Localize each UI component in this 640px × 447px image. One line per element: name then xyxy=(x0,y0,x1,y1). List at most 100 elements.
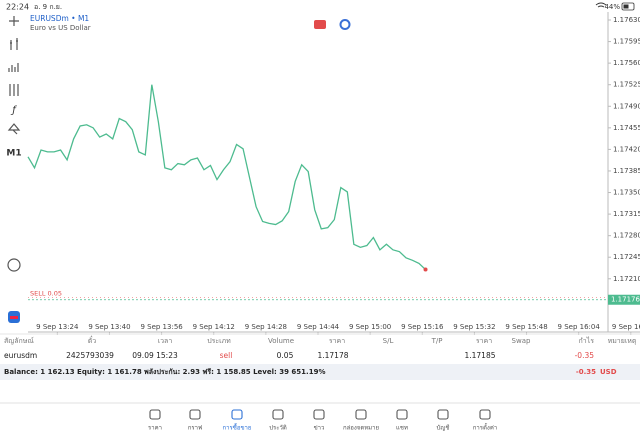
column-header: Swap xyxy=(512,337,531,345)
nav-label: ข่าว xyxy=(314,425,325,432)
y-tick-label: 1.17385 xyxy=(613,167,640,175)
battery-level: 44% xyxy=(604,3,620,11)
x-tick-label: 9 Sep 13:40 xyxy=(88,323,130,331)
order-label: SELL 0.05 xyxy=(30,290,62,298)
nav-label: กราฟ xyxy=(188,425,202,432)
nav-icon xyxy=(355,409,367,420)
timeframe[interactable]: M1 xyxy=(6,149,21,159)
x-tick-label: 9 Sep 14:12 xyxy=(193,323,235,331)
cell-volume: 0.05 xyxy=(277,351,294,360)
left-toolbar: ƒ M1 xyxy=(6,16,22,323)
cell-ticket: 2425793039 xyxy=(66,351,114,360)
column-header: Volume xyxy=(268,337,294,345)
cell-symbol: eurusdm xyxy=(4,351,37,360)
battery-fill xyxy=(623,4,629,9)
nav-tab[interactable]: การตั้งค่า xyxy=(473,409,497,432)
nav-tab[interactable]: กล่องจดหมาย xyxy=(343,409,379,432)
nav-tab[interactable]: บัญชี xyxy=(437,409,450,432)
column-header: ราคา xyxy=(329,337,345,345)
nav-tab[interactable]: ราคา xyxy=(148,409,162,432)
y-tick-label: 1.17595 xyxy=(613,38,640,46)
wifi-icon xyxy=(595,2,607,8)
chart-subtitle: Euro vs US Dollar xyxy=(30,24,91,32)
y-tick-label: 1.17560 xyxy=(613,59,640,67)
nav-icon xyxy=(231,409,243,420)
function-tool[interactable]: ƒ xyxy=(10,105,17,116)
y-tick-label: 1.17420 xyxy=(613,145,640,153)
y-tick-label: 1.17315 xyxy=(613,210,640,218)
x-tick-label: 9 Sep 15:16 xyxy=(401,323,444,331)
nav-tab[interactable]: ประวัติ xyxy=(269,409,287,432)
nav-icon xyxy=(396,409,408,420)
settings-tool[interactable] xyxy=(9,84,19,96)
sell-button[interactable] xyxy=(314,20,326,29)
nav-label: การตั้งค่า xyxy=(473,422,497,432)
account-summary: Balance: 1 162.13 Equity: 1 161.78 พลังป… xyxy=(4,368,325,376)
buy-button[interactable] xyxy=(339,19,351,30)
summary-currency: USD xyxy=(600,368,617,376)
column-header: กำไร xyxy=(579,336,595,345)
cell-profit: -0.35 xyxy=(575,351,595,360)
nav-tab[interactable]: กราฟ xyxy=(188,409,202,432)
column-header: ตั๋ว xyxy=(88,336,97,345)
one-click-trading-bar xyxy=(10,316,18,319)
nav-tab[interactable]: การซื้อขาย xyxy=(223,409,252,432)
y-tick-label: 1.17245 xyxy=(613,253,640,261)
current-price-box xyxy=(608,294,640,305)
status-time: 22:24 xyxy=(6,3,29,12)
x-tick-label: 9 Sep 16:04 xyxy=(558,323,601,331)
x-tick-label: 9 Sep 15:48 xyxy=(505,323,547,331)
objects-tool[interactable] xyxy=(7,123,21,135)
column-header: สัญลักษณ์ xyxy=(4,337,34,345)
y-tick-label: 1.17280 xyxy=(613,232,640,240)
positions-table: สัญลักษณ์ ตั๋ว เวลา ประเภท Volume ราคา S/L T/P ร… xyxy=(4,336,637,360)
y-tick-label: 1.17210 xyxy=(613,275,640,283)
indicators-tool[interactable] xyxy=(8,63,19,72)
last-price-dot xyxy=(423,267,428,272)
column-header: ราคา xyxy=(476,337,492,345)
status-date: อ. 9 ก.ย. xyxy=(34,3,62,11)
y-tick-label: 1.17525 xyxy=(613,81,640,89)
nav-label: ราคา xyxy=(148,425,162,432)
crosshair-tool[interactable] xyxy=(9,16,19,26)
nav-icon xyxy=(479,409,491,420)
summary-background xyxy=(0,364,640,380)
y-tick-label: 1.17350 xyxy=(613,189,640,197)
plot-area: 1.17630 1.17595 1.17560 1.17525 1.17490 1.174… xyxy=(27,16,640,335)
cell-price: 1.17178 xyxy=(317,351,348,360)
nav-icon xyxy=(149,409,161,420)
column-header: หมายเหตุ xyxy=(608,337,637,345)
x-tick-label: 9 Sep 16:2 xyxy=(612,323,640,331)
summary-profit: -0.35 xyxy=(576,368,596,376)
trade-tool[interactable] xyxy=(7,258,21,272)
nav-icon xyxy=(437,409,449,420)
cell-current-price: 1.17185 xyxy=(464,351,495,360)
y-tick-label: 1.17490 xyxy=(613,102,640,110)
nav-label: กล่องจดหมาย xyxy=(343,425,379,432)
x-tick-label: 9 Sep 15:32 xyxy=(453,323,495,331)
x-tick-label: 9 Sep 13:56 xyxy=(140,323,183,331)
column-header: เวลา xyxy=(158,337,173,345)
nav-label: แชท xyxy=(396,425,408,432)
nav-icon xyxy=(272,409,284,420)
nav-label: บัญชี xyxy=(437,424,450,432)
current-price-label: 1.17176 xyxy=(611,296,640,304)
battery-icon xyxy=(621,2,635,11)
nav-tab[interactable]: แชท xyxy=(396,409,408,432)
chart-type-tool[interactable] xyxy=(10,38,18,50)
cell-time: 09.09 15:23 xyxy=(132,351,178,360)
nav-icon xyxy=(313,409,325,420)
x-tick-label: 9 Sep 15:00 xyxy=(349,323,391,331)
x-tick-label: 9 Sep 14:28 xyxy=(245,323,287,331)
nav-tab[interactable]: ข่าว xyxy=(313,409,325,432)
chart-title: EURUSDm • M1 xyxy=(30,14,89,23)
nav-label: การซื้อขาย xyxy=(223,422,252,432)
price-line xyxy=(27,84,426,271)
y-tick-label: 1.17630 xyxy=(613,16,640,24)
x-tick-label: 9 Sep 13:24 xyxy=(36,323,79,331)
cell-type: sell xyxy=(220,351,233,360)
column-header: S/L xyxy=(383,337,394,345)
bottom-nav: ราคา กราฟ การซื้อขาย ประวัติ ข่าว กล่องจดหมาย… xyxy=(148,409,497,432)
